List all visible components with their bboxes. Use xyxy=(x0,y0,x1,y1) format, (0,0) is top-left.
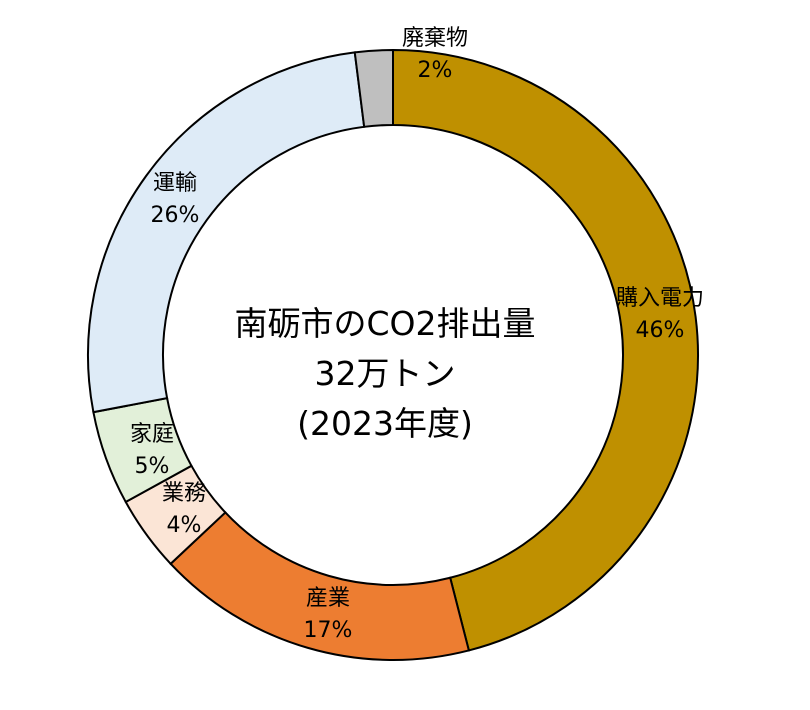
slice-1 xyxy=(392,48,699,652)
slice-label-value: 4% xyxy=(167,513,202,538)
donut-slices xyxy=(87,48,699,661)
slice-6 xyxy=(353,48,394,128)
slice-5 xyxy=(87,51,366,414)
slice-labels: 購入電力 46% 産業 17% 業務 4% 家庭 5% 運輸 26% 廃棄物 2% xyxy=(130,26,704,643)
slice-label-value: 2% xyxy=(418,58,453,83)
slice-label-name: 購入電力 xyxy=(616,286,704,311)
center-label-line3: (2023年度) xyxy=(297,404,473,443)
slice-label-value: 5% xyxy=(135,454,170,479)
slice-label-value: 46% xyxy=(636,318,685,343)
center-label-line2: 32万トン xyxy=(315,354,456,393)
slice-label-value: 26% xyxy=(151,203,200,228)
slice-label-name: 家庭 xyxy=(130,422,174,447)
slice-label-name: 業務 xyxy=(162,481,206,506)
slice-label-name: 運輸 xyxy=(153,171,197,196)
slice-label-value: 17% xyxy=(304,618,353,643)
slice-label-name: 廃棄物 xyxy=(402,26,468,51)
center-label-line1: 南砺市のCO2排出量 xyxy=(234,304,535,343)
center-label: 南砺市のCO2排出量 32万トン (2023年度) xyxy=(234,304,535,443)
slice-label-name: 産業 xyxy=(306,586,350,611)
